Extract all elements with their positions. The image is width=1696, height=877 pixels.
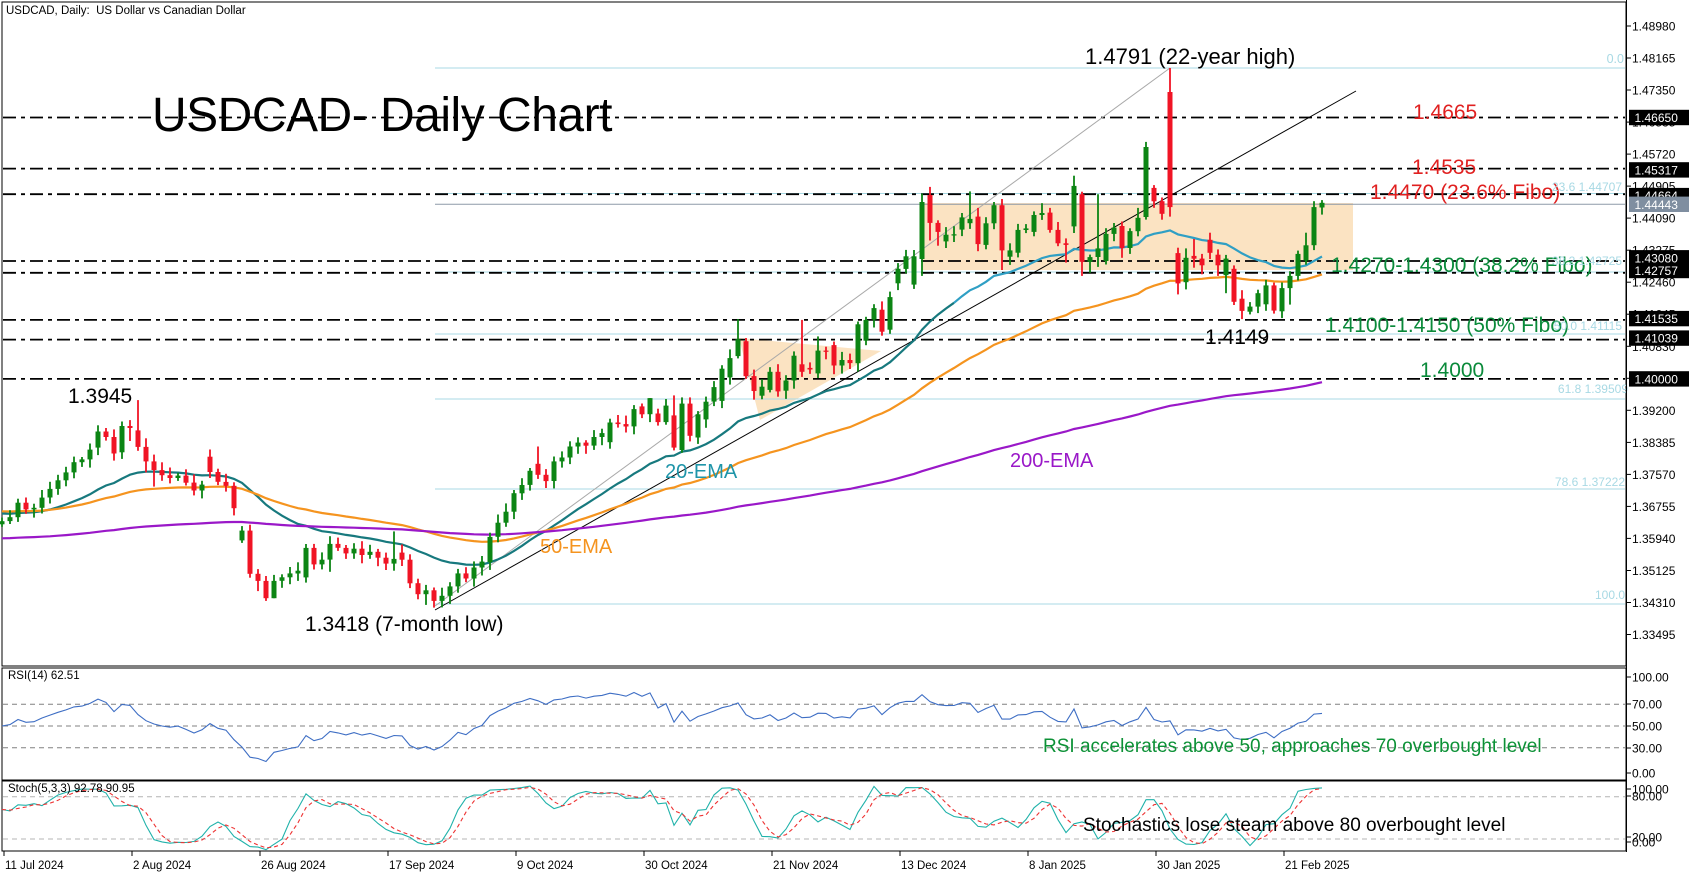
svg-text:1.4791 (22-year high): 1.4791 (22-year high) (1085, 44, 1295, 69)
svg-text:Stochastics lose steam above 8: Stochastics lose steam above 80 overboug… (1083, 815, 1505, 836)
svg-text:1.38385: 1.38385 (1632, 436, 1676, 450)
svg-text:1.44443: 1.44443 (1635, 198, 1679, 212)
svg-text:78.6 1.37222: 78.6 1.37222 (1555, 475, 1625, 489)
svg-text:26 Aug 2024: 26 Aug 2024 (261, 860, 326, 872)
svg-text:1.46650: 1.46650 (1635, 111, 1679, 125)
svg-text:20-EMA: 20-EMA (665, 461, 738, 483)
svg-text:50-EMA: 50-EMA (540, 536, 613, 558)
svg-text:1.3418 (7-month low): 1.3418 (7-month low) (305, 613, 503, 636)
svg-text:23.6 1.44707: 23.6 1.44707 (1552, 180, 1622, 194)
svg-text:1.4000: 1.4000 (1420, 359, 1484, 382)
svg-text:1.45317: 1.45317 (1635, 163, 1679, 177)
svg-text:100.0: 100.0 (1595, 588, 1625, 602)
svg-text:USDCAD- Daily Chart: USDCAD- Daily Chart (152, 89, 612, 142)
svg-text:1.45720: 1.45720 (1632, 148, 1676, 162)
svg-text:1.44090: 1.44090 (1632, 212, 1676, 226)
svg-text:70.00: 70.00 (1632, 698, 1662, 712)
svg-text:RSI(14) 62.51: RSI(14) 62.51 (8, 670, 80, 682)
svg-text:1.47350: 1.47350 (1632, 84, 1676, 98)
svg-text:1.40000: 1.40000 (1635, 372, 1679, 386)
svg-text:21 Nov 2024: 21 Nov 2024 (773, 860, 839, 872)
svg-text:21 Feb 2025: 21 Feb 2025 (1285, 860, 1350, 872)
svg-text:1.43080: 1.43080 (1635, 251, 1679, 265)
svg-text:1.35125: 1.35125 (1632, 564, 1676, 578)
svg-text:1.41039: 1.41039 (1635, 332, 1679, 346)
svg-text:0.00: 0.00 (1632, 836, 1656, 850)
svg-text:1.4270-1.4300 (38.2% Fibo): 1.4270-1.4300 (38.2% Fibo) (1331, 254, 1593, 277)
svg-text:200-EMA: 200-EMA (1010, 450, 1094, 472)
svg-text:1.36755: 1.36755 (1632, 500, 1676, 514)
svg-text:2 Aug 2024: 2 Aug 2024 (133, 860, 192, 872)
svg-text:1.48165: 1.48165 (1632, 52, 1676, 66)
svg-text:1.4665: 1.4665 (1413, 101, 1477, 124)
svg-text:100.00: 100.00 (1632, 783, 1669, 797)
svg-text:30 Oct 2024: 30 Oct 2024 (645, 860, 708, 872)
svg-text:RSI accelerates above 50, appr: RSI accelerates above 50, approaches 70 … (1043, 736, 1542, 757)
svg-text:13 Dec 2024: 13 Dec 2024 (901, 860, 967, 872)
svg-text:17 Sep 2024: 17 Sep 2024 (389, 860, 455, 872)
svg-text:1.4470 (23.6% Fibo): 1.4470 (23.6% Fibo) (1370, 181, 1560, 204)
svg-text:38.2 1.42725: 38.2 1.42725 (1552, 254, 1622, 268)
svg-text:8 Jan 2025: 8 Jan 2025 (1029, 860, 1086, 872)
svg-text:1.35940: 1.35940 (1632, 532, 1676, 546)
svg-text:61.8 1.39509: 61.8 1.39509 (1558, 382, 1628, 396)
svg-text:1.37570: 1.37570 (1632, 468, 1676, 482)
svg-text:1.4535: 1.4535 (1412, 156, 1476, 179)
svg-text:Stoch(5,3,3) 92.78 90.95: Stoch(5,3,3) 92.78 90.95 (8, 783, 135, 795)
svg-text:1.39200: 1.39200 (1632, 404, 1676, 418)
svg-text:11 Jul 2024: 11 Jul 2024 (5, 860, 64, 872)
svg-text:50.00: 50.00 (1632, 720, 1662, 734)
svg-text:50.0 1.41115: 50.0 1.41115 (1554, 319, 1623, 333)
svg-text:30 Jan 2025: 30 Jan 2025 (1157, 860, 1220, 872)
svg-text:80.00: 80.00 (1632, 790, 1662, 804)
svg-text:20.00: 20.00 (1632, 831, 1662, 845)
svg-text:1.42460: 1.42460 (1632, 276, 1676, 290)
svg-text:0.00: 0.00 (1632, 767, 1656, 781)
svg-text:1.42757: 1.42757 (1635, 264, 1679, 278)
svg-text:1.3945: 1.3945 (68, 385, 132, 408)
svg-text:9 Oct 2024: 9 Oct 2024 (517, 860, 574, 872)
svg-text:1.33495: 1.33495 (1632, 628, 1676, 642)
svg-text:100.00: 100.00 (1632, 671, 1669, 685)
svg-text:1.41535: 1.41535 (1635, 312, 1679, 326)
svg-text:1.4149: 1.4149 (1205, 326, 1269, 349)
svg-text:1.48980: 1.48980 (1632, 20, 1676, 34)
svg-text:USDCAD, Daily: US Dollar vs C: USDCAD, Daily: US Dollar vs Canadian Dol… (6, 5, 246, 17)
svg-text:1.4100-1.4150 (50% Fibo): 1.4100-1.4150 (50% Fibo) (1325, 314, 1569, 337)
svg-text:1.34310: 1.34310 (1632, 596, 1676, 610)
svg-text:0.0: 0.0 (1607, 52, 1624, 66)
svg-text:30.00: 30.00 (1632, 742, 1662, 756)
